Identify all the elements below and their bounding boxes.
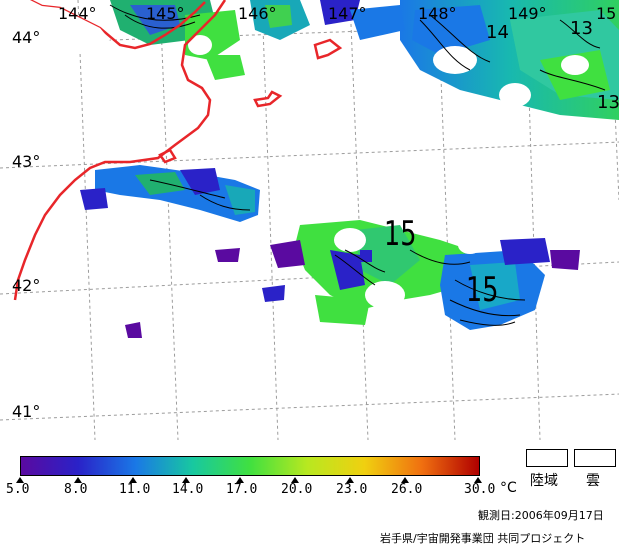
colorbar-tick-label: 17.0 bbox=[226, 482, 258, 497]
colorbar-tick-label: 30.0 bbox=[464, 482, 496, 497]
colorbar-tick bbox=[291, 477, 299, 483]
contour-label-15-a: 15 bbox=[384, 214, 417, 254]
isotherm-contours bbox=[109, 4, 606, 326]
colorbar-tick bbox=[474, 477, 482, 483]
colorbar-tick-label: 5.0 bbox=[6, 482, 30, 497]
colorbar-tick-label: 14.0 bbox=[172, 482, 204, 497]
colorbar-tick-label: 26.0 bbox=[391, 482, 423, 497]
cloud-legend-swatch bbox=[574, 449, 616, 467]
colorbar-tick-label: 8.0 bbox=[64, 482, 88, 497]
contour-label-13-b: 13 bbox=[597, 92, 619, 113]
land-legend-swatch bbox=[526, 449, 568, 467]
temperature-colorbar bbox=[20, 456, 480, 476]
lon-label-148: 148° bbox=[418, 4, 457, 23]
colorbar-tick bbox=[129, 477, 137, 483]
lat-label-43: 43° bbox=[12, 152, 41, 171]
colorbar-tick bbox=[401, 477, 409, 483]
lon-label-145: 145° bbox=[146, 4, 185, 23]
contour-label-14: 14 bbox=[486, 22, 509, 43]
contour-label-13-a: 13 bbox=[570, 18, 593, 39]
credit-line: 岩手県/宇宙開発事業団 共同プロジェクト bbox=[380, 532, 586, 545]
sst-patches-central bbox=[80, 165, 580, 338]
colorbar-tick bbox=[346, 477, 354, 483]
lat-label-41: 41° bbox=[12, 402, 41, 421]
lon-label-146: 146° bbox=[238, 4, 277, 23]
colorbar-unit: °C bbox=[500, 480, 517, 496]
cloud-legend-label: 雲 bbox=[586, 473, 600, 489]
sst-map bbox=[0, 0, 619, 440]
colorbar-tick bbox=[236, 477, 244, 483]
colorbar-tick bbox=[74, 477, 82, 483]
coastline bbox=[13, 0, 343, 301]
lon-label-149: 149° bbox=[508, 4, 547, 23]
lon-label-144: 144° bbox=[58, 4, 97, 23]
observation-date: 観測日:2006年09月17日 bbox=[478, 509, 604, 522]
land-area bbox=[0, 0, 110, 58]
colorbar-tick-label: 20.0 bbox=[281, 482, 313, 497]
colorbar-tick-label: 11.0 bbox=[119, 482, 151, 497]
land-legend-label: 陸域 bbox=[530, 473, 558, 489]
contour-label-15-b: 15 bbox=[466, 270, 499, 310]
lat-label-42: 42° bbox=[12, 276, 41, 295]
lon-label-150: 15 bbox=[596, 4, 617, 23]
lon-label-147: 147° bbox=[328, 4, 367, 23]
lat-label-44: 44° bbox=[12, 28, 41, 47]
colorbar-tick bbox=[16, 477, 24, 483]
colorbar-tick bbox=[182, 477, 190, 483]
colorbar-tick-label: 23.0 bbox=[336, 482, 368, 497]
